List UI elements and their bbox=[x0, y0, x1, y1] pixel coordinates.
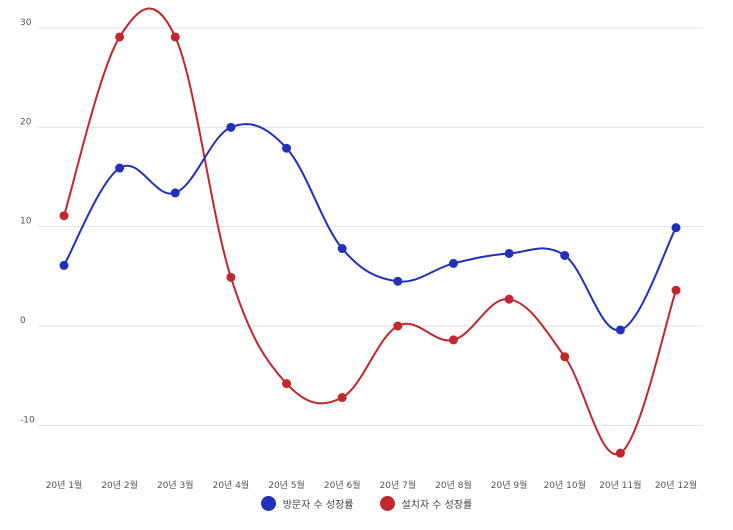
data-point[interactable] bbox=[226, 122, 236, 132]
data-point[interactable] bbox=[560, 352, 570, 362]
data-point[interactable] bbox=[59, 260, 69, 270]
data-point[interactable] bbox=[282, 143, 292, 153]
data-point[interactable] bbox=[615, 325, 625, 335]
data-point[interactable] bbox=[282, 379, 292, 389]
x-tick-label: 20년 12월 bbox=[655, 479, 697, 491]
data-point[interactable] bbox=[337, 393, 347, 403]
data-point[interactable] bbox=[448, 335, 458, 345]
x-tick-label: 20년 9월 bbox=[491, 479, 528, 491]
legend-item-visitors[interactable]: 방문자 수 성장률 bbox=[260, 496, 354, 511]
x-tick-label: 20년 3월 bbox=[157, 479, 194, 491]
data-point[interactable] bbox=[226, 272, 236, 282]
legend-marker-installs bbox=[379, 496, 395, 511]
legend: 방문자 수 성장률 설치자 수 성장률 bbox=[0, 496, 733, 511]
x-tick-label: 20년 2월 bbox=[101, 479, 138, 491]
grid-lines bbox=[38, 27, 703, 426]
x-tick-label: 20년 10월 bbox=[544, 479, 586, 491]
data-point[interactable] bbox=[560, 250, 570, 260]
x-tick-label: 20년 6월 bbox=[324, 479, 361, 491]
data-point[interactable] bbox=[671, 223, 681, 233]
legend-label-visitors: 방문자 수 성장률 bbox=[282, 500, 354, 511]
legend-label-installs: 설치자 수 성장률 bbox=[401, 500, 473, 511]
x-tick-label: 20년 1월 bbox=[46, 479, 83, 491]
x-axis-ticks: 20년 1월 20년 2월 20년 3월 20년 4월 20년 5월 20년 6월 20년 … bbox=[46, 479, 697, 491]
data-point[interactable] bbox=[115, 163, 125, 173]
series-line-1 bbox=[63, 7, 677, 456]
legend-item-installs[interactable]: 설치자 수 성장률 bbox=[379, 496, 473, 511]
data-point[interactable] bbox=[393, 276, 403, 286]
x-tick-label: 20년 7월 bbox=[380, 479, 417, 491]
y-axis-ticks: 30 20 10 0 -10 bbox=[20, 18, 35, 425]
data-point[interactable] bbox=[115, 32, 125, 42]
y-tick-label: 10 bbox=[20, 217, 32, 227]
data-point[interactable] bbox=[170, 32, 180, 42]
series-points bbox=[59, 32, 681, 458]
y-tick-label: 30 bbox=[20, 18, 32, 28]
x-tick-label: 20년 11월 bbox=[599, 479, 641, 491]
series-line-0 bbox=[63, 123, 677, 331]
data-point[interactable] bbox=[671, 285, 681, 295]
x-tick-label: 20년 5월 bbox=[268, 479, 305, 491]
data-point[interactable] bbox=[504, 294, 514, 304]
data-point[interactable] bbox=[393, 321, 403, 331]
legend-marker-visitors bbox=[260, 496, 276, 511]
y-tick-label: 0 bbox=[20, 316, 26, 326]
series-lines bbox=[63, 7, 677, 456]
y-tick-label: 20 bbox=[20, 117, 32, 127]
data-point[interactable] bbox=[337, 244, 347, 254]
data-point[interactable] bbox=[170, 188, 180, 198]
y-tick-label: -10 bbox=[20, 415, 35, 425]
data-point[interactable] bbox=[615, 448, 625, 458]
data-point[interactable] bbox=[448, 258, 458, 268]
data-point[interactable] bbox=[59, 211, 69, 221]
data-point[interactable] bbox=[504, 248, 514, 258]
x-tick-label: 20년 8월 bbox=[435, 479, 472, 491]
x-tick-label: 20년 4월 bbox=[213, 479, 250, 491]
